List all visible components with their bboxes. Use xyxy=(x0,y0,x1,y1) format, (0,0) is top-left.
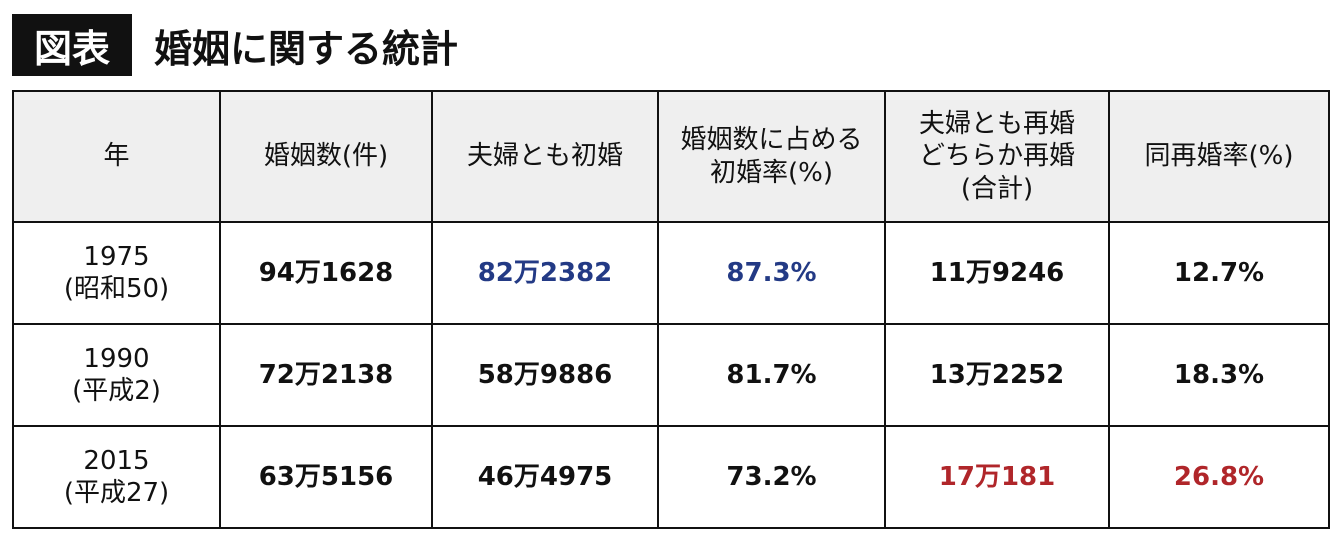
table-cell: 17万181 xyxy=(884,425,1110,529)
year-cell: 1975 (昭和50) xyxy=(12,221,221,325)
table-cell: 11万9246 xyxy=(884,221,1110,325)
column-header: 年 xyxy=(12,90,221,223)
column-header: 夫婦とも再婚 どちらか再婚 (合計) xyxy=(884,90,1110,223)
table-cell: 82万2382 xyxy=(431,221,659,325)
table-cell: 81.7% xyxy=(657,323,886,427)
year-cell: 1990 (平成2) xyxy=(12,323,221,427)
table-cell: 94万1628 xyxy=(219,221,433,325)
table-cell: 12.7% xyxy=(1108,221,1330,325)
column-header: 婚姻数に占める 初婚率(%) xyxy=(657,90,886,223)
table-cell: 73.2% xyxy=(657,425,886,529)
header-row: 年婚姻数(件) 夫婦とも初婚 婚姻数に占める 初婚率(%) 夫婦とも再婚 どちらか再婚… xyxy=(12,90,1330,223)
column-header: 夫婦とも初婚 xyxy=(431,90,659,223)
figure-badge: 図表 xyxy=(12,14,132,76)
table-cell: 46万4975 xyxy=(431,425,659,529)
table-row: 2015 (平成27) 63万5156 46万4975 73.2% 17万181 26.8… xyxy=(12,425,1330,529)
table-cell: 87.3% xyxy=(657,221,886,325)
column-header: 同再婚率(%) xyxy=(1108,90,1330,223)
page-title: 婚姻に関する統計 xyxy=(154,26,459,71)
table-cell: 26.8% xyxy=(1108,425,1330,529)
table-cell: 72万2138 xyxy=(219,323,433,427)
table-row: 1990 (平成2) 72万2138 58万9886 81.7% 13万2252 18.3… xyxy=(12,323,1330,427)
table-cell: 13万2252 xyxy=(884,323,1110,427)
year-cell: 2015 (平成27) xyxy=(12,425,221,529)
table-row: 1975 (昭和50) 94万1628 82万2382 87.3% 11万9246 12.… xyxy=(12,221,1330,325)
marriage-statistics-table: 年婚姻数(件) 夫婦とも初婚 婚姻数に占める 初婚率(%) 夫婦とも再婚 どちらか再婚… xyxy=(12,90,1330,529)
table-cell: 63万5156 xyxy=(219,425,433,529)
table-cell: 18.3% xyxy=(1108,323,1330,427)
column-header: 婚姻数(件) xyxy=(219,90,433,223)
table-cell: 58万9886 xyxy=(431,323,659,427)
